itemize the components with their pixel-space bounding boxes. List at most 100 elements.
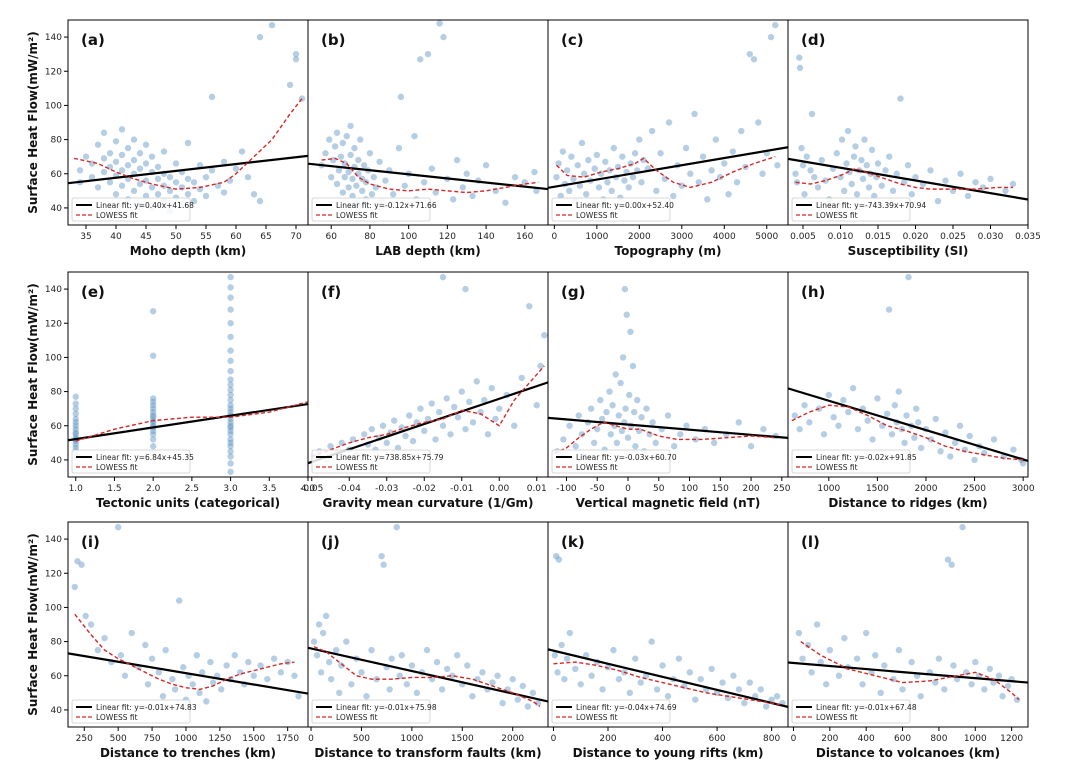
x-tick-label: 35: [80, 232, 91, 242]
scatter-point: [951, 439, 959, 447]
legend-linear-label: Linear fit: y=0.00x+52.40: [576, 201, 674, 210]
scatter-point: [615, 412, 622, 419]
x-tick-label: -50: [590, 484, 605, 494]
scatter-point: [227, 431, 234, 438]
scatter-point: [208, 167, 216, 174]
scatter-point: [227, 439, 234, 447]
y-tick-label: 120: [45, 569, 62, 579]
x-axis-label: LAB depth (km): [375, 244, 481, 258]
scatter-point: [438, 686, 446, 693]
scatter-point: [792, 170, 799, 177]
scatter-point: [825, 391, 833, 399]
scatter-point: [326, 136, 333, 143]
scatter-point: [477, 408, 484, 416]
legend-box: [791, 449, 911, 474]
scatter-point: [337, 153, 345, 160]
x-tick-label: 250: [773, 484, 790, 494]
scatter-point: [130, 187, 138, 195]
scatter-point: [942, 429, 949, 436]
x-tick-label: 800: [763, 734, 780, 744]
x-tick-label: 2.0: [146, 484, 161, 494]
scatter-point: [238, 148, 246, 155]
legend-lowess-label: LOWESS fit: [576, 713, 618, 722]
panel-label: (j): [321, 533, 340, 551]
scatter-point: [482, 162, 490, 169]
scatter-point: [895, 388, 902, 395]
scatter-point: [72, 422, 79, 429]
scatter-point: [826, 646, 834, 654]
scatter-point: [947, 453, 954, 460]
scatter-point: [964, 192, 972, 200]
scatter-point: [473, 378, 480, 385]
lowess-fit-line: [311, 365, 545, 458]
scatter-point: [746, 50, 753, 58]
scatter-point: [250, 191, 258, 198]
scatter-point: [411, 132, 418, 140]
scatter-point: [840, 396, 847, 404]
scatter-point: [343, 132, 350, 140]
scatter-point: [270, 655, 278, 662]
scatter-point: [155, 669, 163, 676]
lowess-fit-line: [553, 661, 783, 706]
scatter-point: [118, 182, 126, 189]
panel-label: (l): [801, 533, 820, 551]
y-tick-label: 140: [45, 285, 62, 295]
scatter-point: [895, 646, 903, 654]
scatter-point: [913, 405, 920, 412]
scatter-point: [227, 391, 234, 399]
scatter-point: [626, 391, 633, 399]
scatter-point: [652, 439, 659, 447]
scatter-point: [348, 681, 355, 688]
scatter-point: [590, 439, 598, 447]
scatter-point: [570, 175, 577, 183]
legend-lowess-label: LOWESS fit: [336, 713, 378, 722]
scatter-point: [686, 669, 694, 676]
scatter-point: [451, 403, 458, 411]
lowess-fit-line: [556, 156, 776, 189]
scatter-point: [227, 422, 234, 429]
scatter-point: [697, 675, 704, 683]
scatter-point: [118, 151, 126, 159]
scatter-point: [496, 405, 503, 412]
legend-lowess-label: LOWESS fit: [96, 713, 138, 722]
scatter-point: [878, 182, 885, 189]
scatter-point: [417, 405, 424, 412]
scatter-point: [687, 170, 694, 177]
scatter-point: [244, 173, 252, 181]
panel-h: 1000 1500 2000 2500 3000 Distance to ridges (…: [787, 271, 1035, 510]
scatter-point: [336, 689, 343, 697]
scatter-point: [681, 682, 688, 690]
scatter-point: [629, 173, 637, 181]
x-tick-label: 3.0: [223, 484, 238, 494]
scatter-point: [806, 419, 813, 426]
scatter-point: [370, 173, 378, 181]
scatter-point: [557, 192, 564, 200]
scatter-point: [863, 162, 870, 169]
x-tick-label: 1000: [585, 232, 608, 242]
x-tick-label: 800: [930, 734, 947, 744]
scatter-point: [409, 437, 417, 445]
scatter-point: [214, 182, 222, 189]
scatter-point: [325, 658, 333, 666]
scatter-point: [617, 379, 624, 387]
scatter-point: [87, 621, 95, 628]
y-tick-label: 40: [51, 456, 63, 466]
scatter-point: [227, 396, 234, 404]
scatter-point: [149, 443, 157, 450]
scatter-point: [220, 189, 228, 196]
scatter-point: [903, 412, 910, 419]
scatter-point: [661, 175, 669, 183]
x-tick-label: 0.025: [940, 232, 966, 242]
scatter-point: [773, 693, 781, 700]
x-tick-label: -0.04: [338, 484, 362, 494]
scatter-point: [166, 173, 174, 181]
scatter-point: [835, 422, 842, 429]
legend-box: [311, 699, 431, 724]
scatter-point: [432, 436, 439, 443]
scatter-point: [881, 662, 888, 669]
scatter-point: [626, 689, 634, 697]
scatter-point: [901, 439, 908, 447]
